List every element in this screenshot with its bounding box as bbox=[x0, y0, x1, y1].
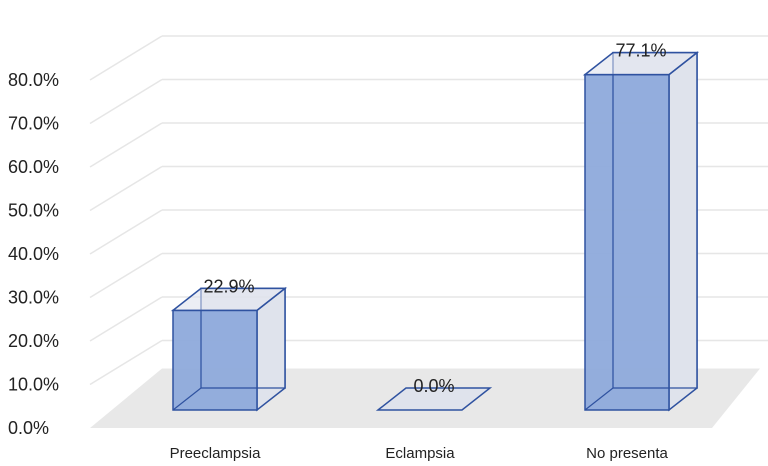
gridline-diagonal bbox=[89, 209, 163, 255]
data-label: 22.9% bbox=[203, 276, 254, 296]
y-tick-label: 50.0% bbox=[8, 201, 59, 221]
bar-edge bbox=[584, 387, 614, 411]
gridline-diagonal bbox=[89, 78, 163, 125]
bar-front-face bbox=[584, 73, 670, 411]
category-label: Eclampsia bbox=[385, 445, 455, 462]
y-tick-label: 30.0% bbox=[8, 288, 59, 308]
category-label: No presenta bbox=[586, 445, 668, 462]
y-tick-label: 70.0% bbox=[8, 114, 59, 134]
y-tick-label: 40.0% bbox=[8, 244, 59, 264]
bar-edge bbox=[172, 387, 202, 411]
data-label: 0.0% bbox=[413, 376, 454, 396]
gridline-diagonal bbox=[89, 296, 163, 342]
gridline-diagonal bbox=[89, 122, 163, 168]
data-label: 77.1% bbox=[615, 41, 666, 61]
bar-front-face bbox=[172, 309, 258, 411]
y-tick-label: 20.0% bbox=[8, 331, 59, 351]
bar-side-face bbox=[668, 51, 698, 412]
bar-top-face bbox=[170, 287, 288, 312]
gridline-diagonal bbox=[89, 35, 163, 81]
gridline-diagonal bbox=[89, 165, 163, 212]
y-tick-label: 0.0% bbox=[8, 418, 49, 438]
y-tick-label: 60.0% bbox=[8, 157, 59, 177]
bar-top-face bbox=[375, 387, 493, 411]
bar bbox=[582, 51, 700, 412]
bar-top-face bbox=[582, 51, 700, 76]
bar bbox=[375, 387, 493, 411]
category-label: Preeclampsia bbox=[170, 445, 262, 462]
y-tick-label: 80.0% bbox=[8, 70, 59, 90]
y-tick-label: 10.0% bbox=[8, 375, 59, 395]
gridline-diagonal bbox=[89, 339, 163, 386]
bar bbox=[170, 286, 288, 412]
gridline-diagonal bbox=[89, 252, 163, 299]
